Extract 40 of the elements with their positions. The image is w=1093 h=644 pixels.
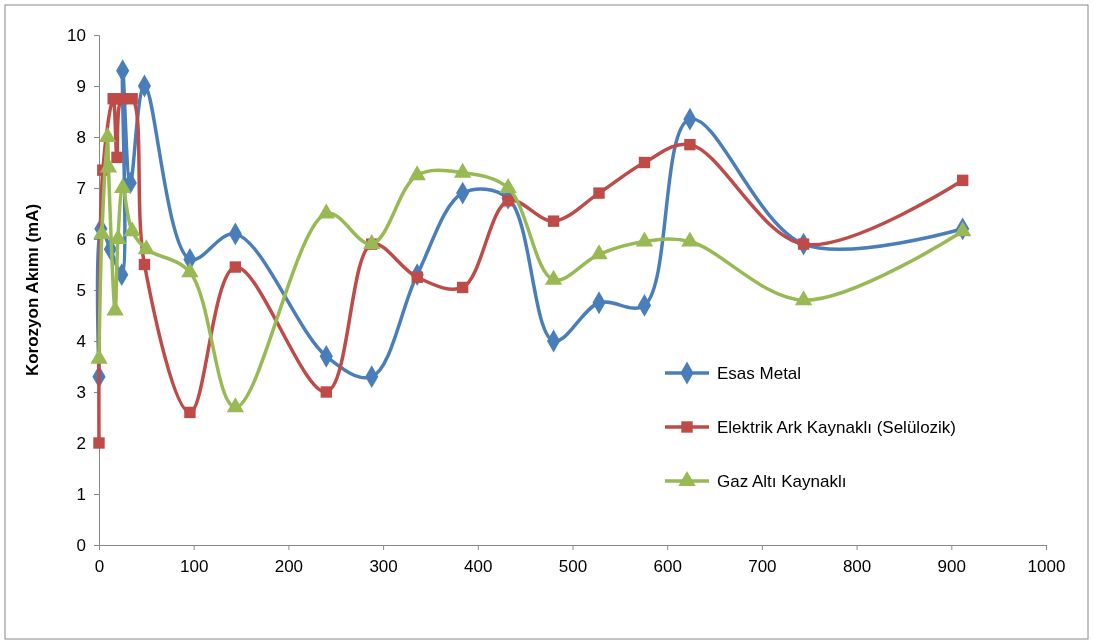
point [126, 93, 138, 105]
x-tick-label: 300 [369, 556, 398, 576]
y-tick-label: 5 [76, 280, 86, 300]
y-tick-label: 4 [76, 331, 86, 351]
y-tick-label: 8 [76, 127, 86, 147]
x-tick-label: 100 [180, 556, 209, 576]
point [956, 174, 969, 187]
x-tick-label: 200 [274, 556, 304, 576]
point [111, 151, 123, 164]
point [593, 187, 605, 199]
point [456, 281, 469, 294]
x-tick-label: 900 [937, 556, 966, 576]
y-tick-label: 0 [76, 535, 86, 555]
y-tick-label: 3 [76, 382, 86, 402]
y-tick-label: 2 [76, 433, 86, 453]
point [93, 437, 105, 449]
x-tick-label: 1000 [1027, 556, 1066, 576]
x-tick-label: 400 [464, 556, 493, 576]
point [138, 258, 151, 271]
y-tick-label: 1 [76, 484, 86, 504]
y-tick-label: 6 [76, 229, 86, 249]
legend-label: Elektrik Ark Kaynaklı (Selülozik) [717, 418, 957, 437]
point [184, 406, 196, 419]
x-tick-label: 700 [748, 556, 777, 576]
x-tick-label: 800 [842, 556, 872, 576]
point [797, 238, 810, 250]
x-tick-label: 0 [94, 556, 105, 576]
x-tick-label: 500 [558, 556, 588, 576]
point [638, 156, 651, 169]
y-tick-label: 10 [66, 25, 86, 45]
point [547, 215, 560, 227]
x-tick-label: 600 [653, 556, 682, 576]
point [320, 386, 332, 398]
point [684, 138, 696, 151]
y-axis-title: Korozyon Akımı (mA) [23, 203, 42, 377]
point [229, 261, 242, 273]
y-tick-label: 9 [76, 76, 86, 96]
legend-label: Gaz Altı Kaynaklı [717, 472, 847, 491]
legend-label: Esas Metal [717, 364, 802, 383]
y-tick-label: 7 [76, 178, 86, 198]
